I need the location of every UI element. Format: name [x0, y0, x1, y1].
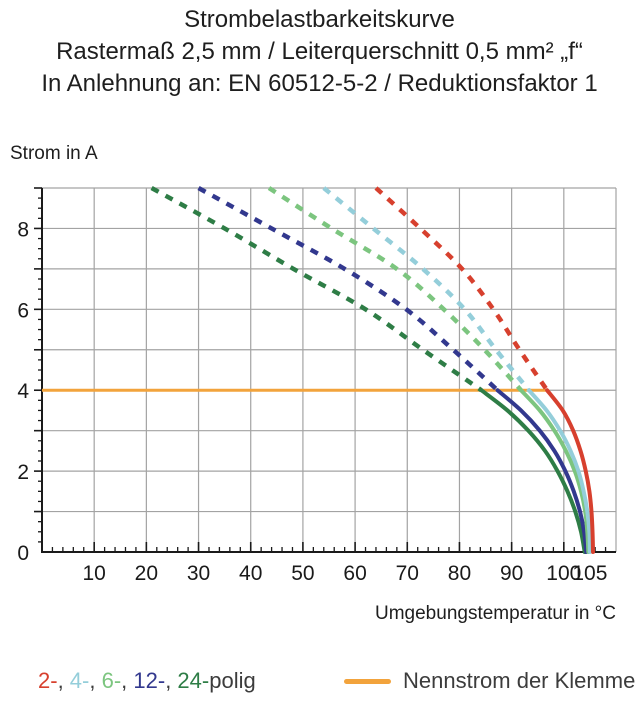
nennstrom-line-swatch — [344, 678, 391, 684]
curve-dashed-4-polig — [322, 186, 531, 392]
x-tick-label-60: 60 — [343, 562, 366, 585]
legend-poles: 2-, 4-, 6-, 12-, 24-polig — [38, 668, 256, 694]
legend-separator: , — [57, 668, 70, 693]
series-6-polig — [267, 186, 591, 554]
curve-dashed-24-polig — [150, 186, 483, 393]
y-tick-labels: 0 2 4 6 8 — [17, 218, 29, 565]
legend-separator: , — [121, 668, 134, 693]
legend-suffix: polig — [209, 668, 256, 693]
x-tick-label-10: 10 — [83, 562, 106, 585]
axis-ticks — [34, 187, 607, 552]
chart-title-line-1: Strombelastbarkeitskurve — [184, 6, 455, 33]
x-axis-title: Umgebungstemperatur in °C — [375, 603, 616, 624]
series-12-polig — [197, 186, 589, 554]
y-tick-label-4: 4 — [17, 380, 29, 403]
chart-title-line-2: Rastermaß 2,5 mm / Leiterquerschnitt 0,5… — [56, 38, 583, 65]
legend-pole-2: 2- — [38, 668, 58, 693]
legend-nennstrom: Nennstrom der Klemme — [344, 668, 635, 694]
x-tick-label-105: 105 — [572, 562, 607, 585]
series-4-polig — [322, 186, 592, 554]
x-tick-label-70: 70 — [396, 562, 419, 585]
x-tick-label-50: 50 — [291, 562, 314, 585]
curve-dashed-12-polig — [197, 186, 500, 392]
curve-solid-6-polig — [519, 388, 591, 554]
curve-solid-4-polig — [526, 388, 592, 554]
gridlines — [42, 187, 617, 552]
legend-separator: , — [89, 668, 102, 693]
x-tick-label-20: 20 — [135, 562, 158, 585]
legend-row: 2-, 4-, 6-, 12-, 24-polig Nennstrom der … — [0, 668, 639, 702]
curve-solid-2-polig — [545, 388, 596, 554]
series-2-polig — [374, 186, 596, 554]
curve-solid-12-polig — [495, 388, 589, 554]
curve-dashed-2-polig — [374, 186, 549, 392]
x-tick-label-100: 100 — [546, 562, 581, 585]
chart-title-line-3: In Anlehnung an: EN 60512-5-2 / Reduktio… — [41, 70, 598, 97]
curve-dashed-6-polig — [267, 186, 523, 392]
y-tick-label-0: 0 — [17, 542, 29, 565]
y-tick-label-2: 2 — [17, 461, 29, 484]
x-tick-label-30: 30 — [187, 562, 210, 585]
legend-pole-24: 24- — [177, 668, 210, 693]
y-tick-label-6: 6 — [17, 299, 29, 322]
legend-pole-12: 12- — [133, 668, 166, 693]
legend-pole-4: 4- — [69, 668, 90, 693]
series-24-polig — [150, 186, 587, 554]
x-tick-label-40: 40 — [239, 562, 262, 585]
chart-title-block: Strombelastbarkeitskurve Rastermaß 2,5 m… — [0, 4, 639, 100]
nennstrom-label: Nennstrom der Klemme — [403, 668, 636, 693]
axes — [41, 188, 616, 553]
curve-solid-24-polig — [479, 388, 587, 554]
x-tick-label-90: 90 — [500, 562, 523, 585]
legend-pole-6: 6- — [101, 668, 122, 693]
legend-separator: , — [165, 668, 178, 693]
y-tick-label-8: 8 — [17, 218, 29, 241]
y-axis-title: Strom in A — [10, 143, 98, 164]
x-tick-label-80: 80 — [448, 562, 471, 585]
